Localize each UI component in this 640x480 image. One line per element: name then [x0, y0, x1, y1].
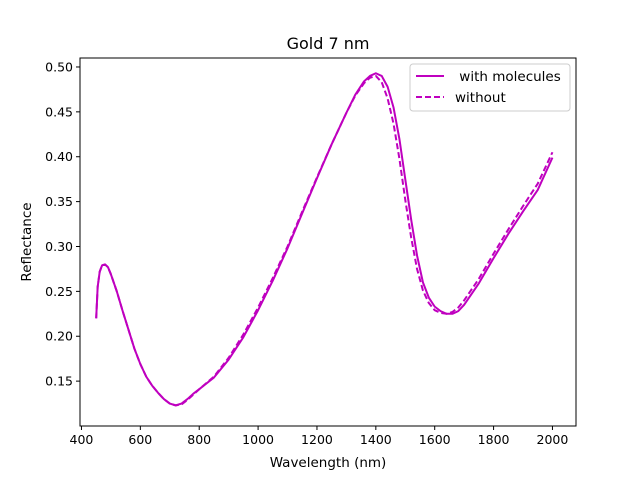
plot-lines: [95, 72, 554, 407]
x-tick-label: 1800: [478, 432, 510, 447]
series-line-without: [95, 74, 554, 407]
x-axis-label: Wavelength (nm): [270, 455, 387, 471]
x-tick-label: 1200: [301, 432, 333, 447]
y-axis-label: Reflectance: [19, 202, 35, 281]
x-tick-label: 1400: [360, 432, 392, 447]
legend: with molecules without: [409, 63, 571, 112]
y-axis-ticks: 0.15 0.20 0.25 0.30 0.35 0.40 0.45 0.50: [45, 59, 80, 389]
x-axis-ticks: 400 600 800 1000 1200 1400 1600 1800 2000: [70, 426, 569, 447]
y-tick-label: 0.45: [45, 104, 73, 119]
y-tick-label: 0.30: [45, 239, 73, 254]
x-tick-label: 1600: [419, 432, 451, 447]
y-tick-label: 0.15: [45, 374, 73, 389]
x-tick-label: 600: [128, 432, 152, 447]
x-tick-label: 400: [70, 432, 94, 447]
x-tick-label: 1000: [242, 432, 274, 447]
x-tick-label: 800: [187, 432, 211, 447]
y-tick-label: 0.35: [45, 194, 73, 209]
legend-label-without: without: [455, 90, 506, 106]
legend-label-with-molecules: with molecules: [455, 69, 561, 85]
x-tick-label: 2000: [537, 432, 569, 447]
y-tick-label: 0.20: [45, 329, 73, 344]
y-tick-label: 0.25: [45, 284, 73, 299]
y-tick-label: 0.50: [45, 59, 73, 74]
y-tick-label: 0.40: [45, 149, 73, 164]
plot-frame: [79, 57, 577, 427]
legend-box: [409, 63, 571, 112]
chart-title: Gold 7 nm: [287, 34, 370, 53]
